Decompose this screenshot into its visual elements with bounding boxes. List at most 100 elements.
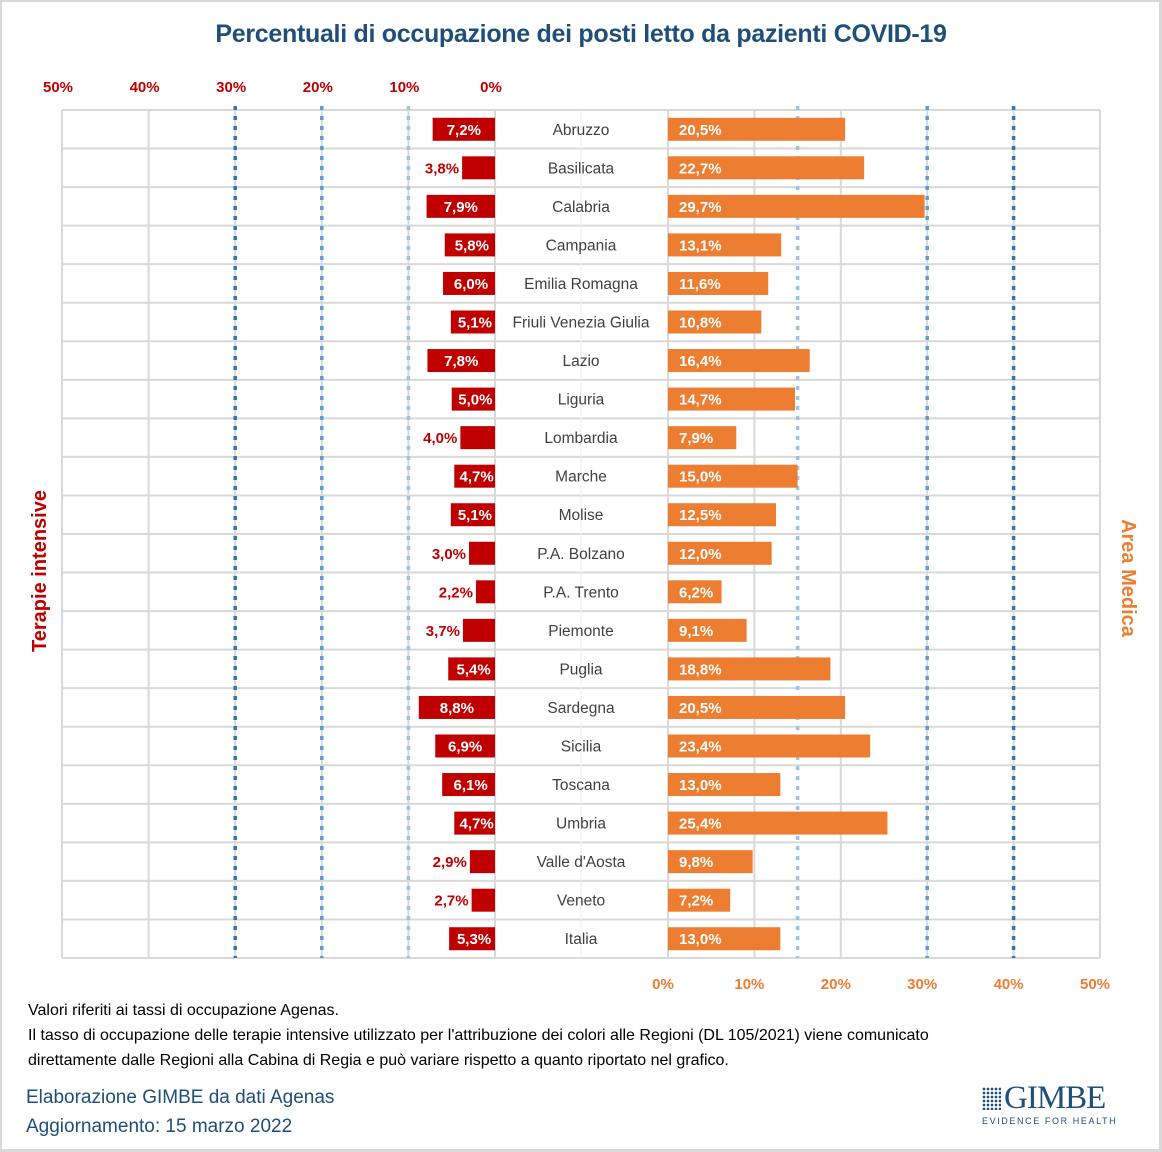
grid-checkmark-icon xyxy=(982,1087,1001,1110)
tick-label-right: 30% xyxy=(907,976,937,993)
labels: 7,2% 20,5% Abruzzo 3,8% 22,7% Basilicata 7,9% 2… xyxy=(43,79,1110,993)
bar-area-medica xyxy=(668,156,865,180)
data-label-terapie-intensive: 4,7% xyxy=(460,469,494,486)
bar-area-medica xyxy=(668,271,769,295)
data-label-area-medica: 16,4% xyxy=(679,353,722,370)
data-label-terapie-intensive: 2,9% xyxy=(433,854,467,871)
data-label-area-medica: 12,5% xyxy=(679,507,722,524)
tick-label-right: 20% xyxy=(821,976,851,993)
category-label: Toscana xyxy=(552,777,610,794)
category-label: Puglia xyxy=(559,661,602,678)
bar-terapie-intensive xyxy=(426,194,495,218)
gimbe-logo: GIMBE EVIDENCE FOR HEALTH xyxy=(982,1080,1116,1126)
bar-area-medica xyxy=(668,387,796,411)
tick-label-right: 50% xyxy=(1080,976,1110,993)
data-label-area-medica: 23,4% xyxy=(679,739,722,756)
bar-area-medica xyxy=(668,888,731,912)
data-label-area-medica: 29,7% xyxy=(679,199,722,216)
category-label: Marche xyxy=(555,469,607,486)
bar-terapie-intensive xyxy=(454,464,495,488)
category-label: Emilia Romagna xyxy=(524,276,638,293)
data-label-terapie-intensive: 2,7% xyxy=(434,893,468,910)
footnote-line: Valori riferiti ai tassi di occupazione … xyxy=(28,1002,339,1019)
data-label-terapie-intensive: 7,9% xyxy=(444,199,478,216)
bar-area-medica xyxy=(668,580,722,604)
data-label-terapie-intensive: 8,8% xyxy=(440,700,474,717)
bar-area-medica xyxy=(668,850,753,874)
footnote-line: direttamente dalle Regioni alla Cabina d… xyxy=(28,1052,729,1069)
data-label-terapie-intensive: 4,0% xyxy=(423,430,457,447)
category-label: Italia xyxy=(565,931,598,948)
bar-area-medica xyxy=(668,618,747,642)
tick-label-left: 30% xyxy=(216,79,246,96)
bar-terapie-intensive xyxy=(450,503,495,527)
data-label-terapie-intensive: 7,8% xyxy=(444,353,478,370)
data-label-terapie-intensive: 5,0% xyxy=(458,392,492,409)
bar-area-medica xyxy=(668,194,925,218)
bar-terapie-intensive xyxy=(418,695,495,719)
category-label: P.A. Trento xyxy=(543,584,619,601)
data-label-terapie-intensive: 3,0% xyxy=(432,546,466,563)
bar-terapie-intensive xyxy=(449,927,495,951)
update-date: Aggiornamento: 15 marzo 2022 xyxy=(26,1116,293,1137)
footnote-line: Il tasso di occupazione delle terapie in… xyxy=(28,1027,929,1044)
data-label-terapie-intensive: 6,9% xyxy=(448,739,482,756)
bar-area-medica xyxy=(668,310,762,334)
tick-label-right: 40% xyxy=(994,976,1024,993)
category-label: Lombardia xyxy=(544,430,618,447)
bar-terapie-intensive xyxy=(451,387,495,411)
right-axis-title: Area Medica xyxy=(1117,519,1139,638)
bar-area-medica xyxy=(668,734,871,758)
left-axis-title: Terapie intensive xyxy=(29,490,51,652)
tick-label-right: 10% xyxy=(734,976,764,993)
bar-area-medica xyxy=(668,541,772,565)
chart-title: Percentuali di occupazione dei posti let… xyxy=(215,20,947,48)
bar-terapie-intensive xyxy=(450,310,495,334)
bar-area-medica xyxy=(668,117,846,141)
category-label: Molise xyxy=(559,507,604,524)
bar-terapie-intensive xyxy=(469,850,495,874)
data-label-area-medica: 12,0% xyxy=(679,546,722,563)
bar-terapie-intensive xyxy=(427,349,495,373)
bar-terapie-intensive xyxy=(475,580,495,604)
bar-area-medica xyxy=(668,464,798,488)
data-label-terapie-intensive: 6,1% xyxy=(453,777,487,794)
data-label-area-medica: 18,8% xyxy=(679,661,722,678)
data-label-area-medica: 13,1% xyxy=(679,237,722,254)
bar-area-medica xyxy=(668,657,831,681)
bars xyxy=(418,117,925,951)
category-label: Sicilia xyxy=(561,739,602,756)
category-label: Campania xyxy=(546,237,617,254)
bar-area-medica xyxy=(668,349,810,373)
bar-terapie-intensive xyxy=(460,426,495,450)
bar-area-medica xyxy=(668,426,737,450)
category-label: Lazio xyxy=(562,353,599,370)
bar-area-medica xyxy=(668,927,781,951)
data-label-terapie-intensive: 5,8% xyxy=(455,237,489,254)
bar-terapie-intensive xyxy=(448,657,495,681)
bar-terapie-intensive xyxy=(471,888,495,912)
category-label: Friuli Venezia Giulia xyxy=(513,315,650,332)
data-label-area-medica: 7,9% xyxy=(679,430,713,447)
data-label-terapie-intensive: 7,2% xyxy=(447,122,481,139)
category-label: Valle d'Aosta xyxy=(537,854,626,871)
tick-label-left: 20% xyxy=(303,79,333,96)
tick-label-left: 40% xyxy=(130,79,160,96)
data-label-area-medica: 9,1% xyxy=(679,623,713,640)
category-label: Abruzzo xyxy=(553,122,610,139)
data-label-area-medica: 25,4% xyxy=(679,816,722,833)
category-label: Piemonte xyxy=(548,623,613,640)
bar-terapie-intensive xyxy=(462,156,495,180)
bar-terapie-intensive xyxy=(462,618,495,642)
bar-terapie-intensive xyxy=(432,117,495,141)
data-label-area-medica: 10,8% xyxy=(679,315,722,332)
data-label-area-medica: 7,2% xyxy=(679,893,713,910)
category-label: Umbria xyxy=(556,816,606,833)
bar-terapie-intensive xyxy=(444,233,495,257)
data-label-terapie-intensive: 4,7% xyxy=(460,816,494,833)
data-label-terapie-intensive: 5,1% xyxy=(458,507,492,524)
data-label-area-medica: 14,7% xyxy=(679,392,722,409)
category-label: Sardegna xyxy=(547,700,615,717)
footnotes: Valori riferiti ai tassi di occupazione … xyxy=(28,998,929,1073)
tick-label-left: 10% xyxy=(389,79,419,96)
